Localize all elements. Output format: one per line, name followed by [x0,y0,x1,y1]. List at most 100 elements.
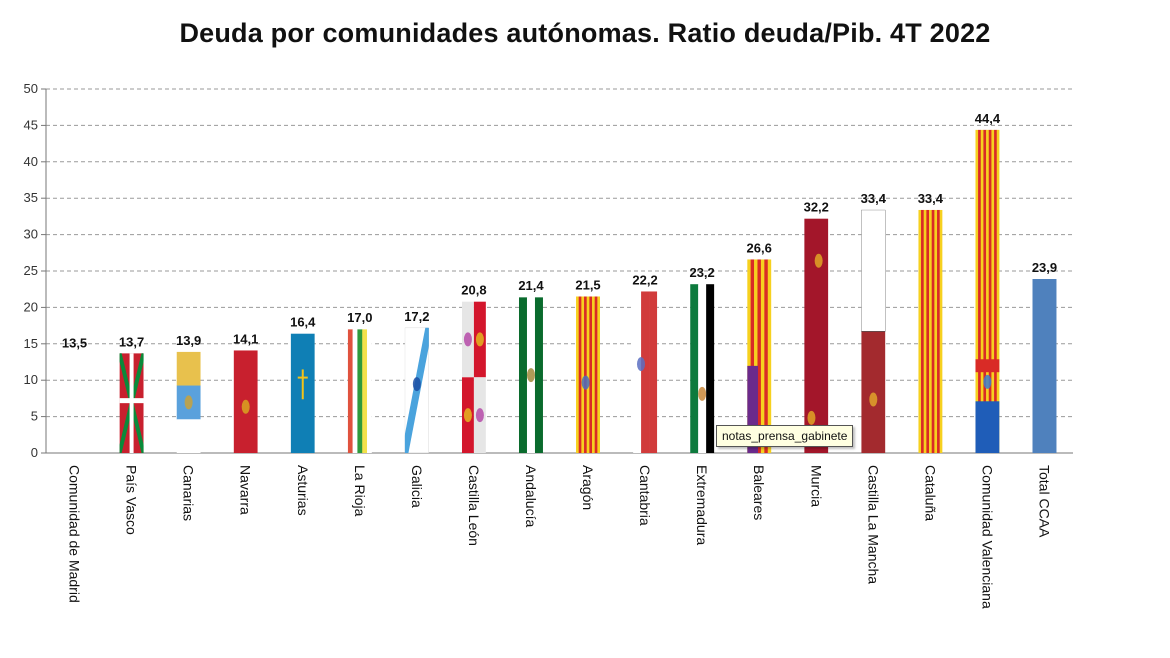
star-icon [77,390,80,393]
bar-flag-madrid [63,355,87,453]
category-label: La Rioja [352,465,368,517]
category-label: Total CCAA [1036,465,1052,538]
category-label: Cataluña [922,465,938,521]
bar-solid-blue [1032,279,1057,453]
value-label: 17,2 [404,309,429,324]
cantabria-stripe [633,291,642,453]
bar-flag-galicia [404,327,429,453]
baleares-stripe [747,259,751,453]
extremadura-emblem [698,386,707,401]
y-tick-label: 45 [24,117,38,132]
cantabria-stripe [641,291,650,453]
bar-flag-pais-vasco [119,353,144,454]
y-tick-label: 30 [24,227,38,242]
extremadura-stripe [690,284,699,453]
bar-flag-cataluna [918,209,943,453]
valenciana-stripe [988,129,992,453]
value-label: 23,9 [1032,260,1057,275]
aragon-stripe [586,296,590,453]
castilla-leon-emblem [463,408,472,423]
aragon-stripe [589,296,593,453]
valenciana-stripe [994,129,998,453]
bar-flag-cantabria [633,291,658,453]
valenciana-emblem [983,374,992,389]
valenciana-stripe [991,129,995,453]
baleares-stripe [750,259,755,453]
cataluna-stripe [931,209,935,453]
aragon-stripe [581,296,585,453]
y-tick-label: 10 [24,372,38,387]
murcia-emblem [814,253,823,268]
la-rioja-stripe [352,329,358,453]
value-label: 32,2 [804,200,829,215]
aragon-stripe [584,296,587,453]
aragon-emblem [581,375,590,390]
cross-icon [301,369,304,400]
value-label: 23,2 [689,265,714,280]
category-label: Murcia [808,465,824,507]
cataluna-stripe [929,209,932,453]
y-tick-label: 40 [24,154,38,169]
star-icon [69,398,72,401]
bar-flag-castilla-leon [461,301,486,453]
canarias-band [176,419,201,454]
bar-flag-aragon [576,296,601,453]
la-rioja-stripe [367,329,372,453]
castilla-leon-emblem [463,332,472,347]
castilla-leon-emblem [475,332,484,347]
star-icon [69,383,72,386]
cataluna-stripe [939,209,943,453]
cataluna-stripe [926,209,930,453]
category-label: Castilla León [466,465,482,546]
category-label: Extremadura [694,465,710,545]
la-rioja-stripe [357,329,363,453]
y-tick-label: 25 [24,263,38,278]
crown-band [975,359,1000,373]
blue-band [975,401,1000,453]
value-label: 13,9 [176,333,201,348]
cross-icon [297,376,308,379]
flag-field [63,355,87,453]
bar-flag-murcia [804,218,829,453]
aragon-stripe [594,296,598,453]
category-label: Andalucía [523,465,539,527]
value-label: 44,4 [975,111,1001,126]
bar-fill [1032,279,1057,453]
tooltip: notas_prensa_gabinete [716,425,854,447]
valenciana-stripe [996,129,1000,453]
aragon-stripe [592,296,595,453]
aragon-stripe [576,296,579,453]
andalucia-stripe [518,297,528,453]
category-label: Comunidad Valenciana [979,465,995,609]
baleares-stripe [767,259,772,453]
cataluna-stripe [918,209,922,453]
la-rioja-stripe [362,329,368,453]
cataluna-stripe [934,209,938,453]
y-tick-label: 20 [24,299,38,314]
valenciana-stripe [980,129,984,453]
bar-flag-comunidad-valenciana [975,129,1000,453]
bar-flag-la-rioja [347,329,372,453]
cataluna-stripe [937,209,940,453]
baleares-stripe [754,259,758,453]
la-rioja-stripe [347,329,353,453]
category-label: Castilla La Mancha [865,465,881,584]
y-tick-label: 50 [24,81,38,96]
white-cross [119,398,144,404]
valenciana-stripe [975,129,979,453]
cataluna-stripe [923,209,927,453]
bar-flag-andalucia [518,297,543,453]
castilla-leon-emblem [475,408,484,423]
category-label: País Vasco [124,465,140,535]
andalucia-stripe [534,297,543,453]
category-label: Comunidad de Madrid [67,465,83,603]
extremadura-stripe [698,284,707,453]
navarra-emblem [241,399,250,414]
canarias-emblem [184,395,193,410]
value-label: 33,4 [918,191,944,206]
baleares-stripe [760,259,765,453]
castilla-la-mancha-band [861,209,886,332]
andalucia-emblem [526,368,535,383]
white-half-outline [861,209,886,332]
